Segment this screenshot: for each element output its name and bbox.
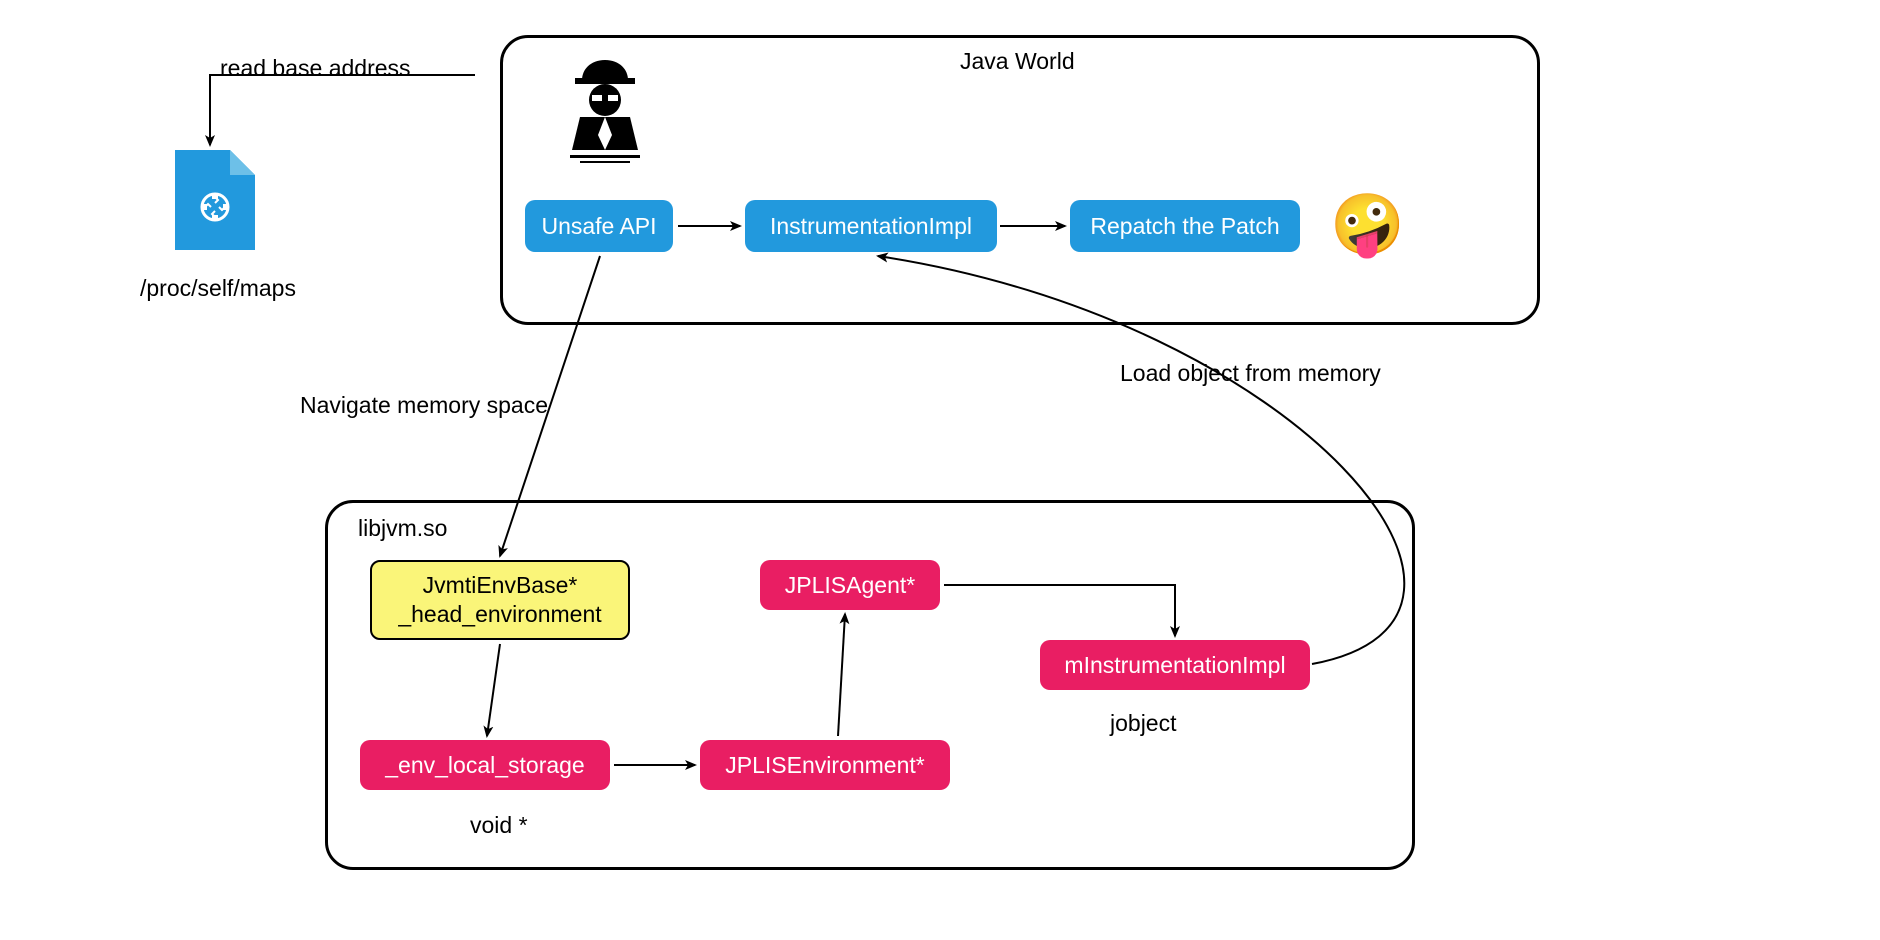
node-label: Repatch the Patch bbox=[1090, 212, 1279, 241]
label-load-object: Load object from memory bbox=[1120, 360, 1381, 387]
node-label: JvmtiEnvBase*_head_environment bbox=[398, 571, 601, 629]
label-read-base-address: read base address bbox=[220, 55, 411, 82]
node-instrumentation-impl: InstrumentationImpl bbox=[745, 200, 997, 252]
node-jplis-agent: JPLISAgent* bbox=[760, 560, 940, 610]
java-world-title: Java World bbox=[960, 48, 1075, 75]
node-repatch: Repatch the Patch bbox=[1070, 200, 1300, 252]
node-label: JPLISEnvironment* bbox=[725, 751, 924, 780]
libjvm-title: libjvm.so bbox=[358, 515, 447, 542]
node-label: _env_local_storage bbox=[385, 751, 584, 780]
file-icon bbox=[175, 150, 255, 250]
hacker-icon bbox=[560, 55, 650, 165]
label-void-pointer: void * bbox=[470, 812, 528, 839]
node-env-local-storage: _env_local_storage bbox=[360, 740, 610, 790]
label-proc-self-maps: /proc/self/maps bbox=[140, 275, 296, 302]
arrow-hacker-to-file bbox=[210, 75, 475, 145]
label-navigate-memory: Navigate memory space bbox=[300, 392, 548, 419]
node-label: JPLISAgent* bbox=[785, 571, 915, 600]
node-jplis-environment: JPLISEnvironment* bbox=[700, 740, 950, 790]
node-unsafe-api: Unsafe API bbox=[525, 200, 673, 252]
node-label: InstrumentationImpl bbox=[770, 212, 972, 241]
node-label: Unsafe API bbox=[541, 212, 656, 241]
emoji-icon: 🤪 bbox=[1330, 195, 1405, 255]
java-world-container bbox=[500, 35, 1540, 325]
node-jvmti-env-base: JvmtiEnvBase*_head_environment bbox=[370, 560, 630, 640]
label-jobject: jobject bbox=[1110, 710, 1176, 737]
node-minstrumentation-impl: mInstrumentationImpl bbox=[1040, 640, 1310, 690]
node-label: mInstrumentationImpl bbox=[1064, 651, 1285, 680]
